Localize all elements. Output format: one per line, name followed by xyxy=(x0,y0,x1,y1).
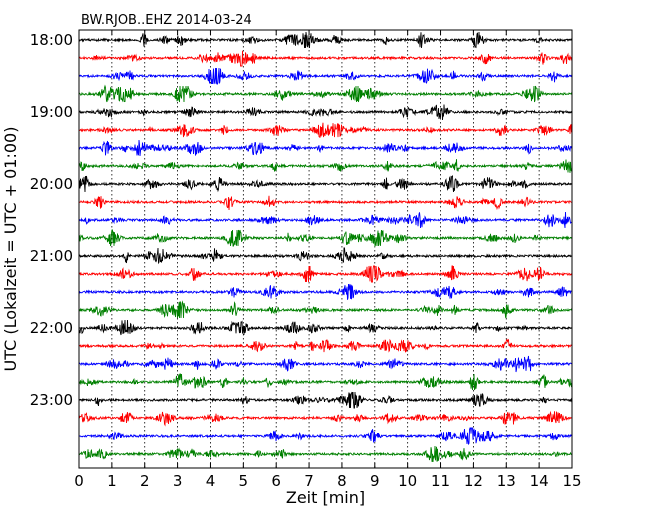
trace-2000 xyxy=(78,175,573,193)
x-tick-label: 5 xyxy=(239,472,249,490)
trace-2230 xyxy=(78,355,573,373)
trace-2245 xyxy=(78,373,573,391)
trace-1945 xyxy=(78,159,573,173)
y-tick-label: 23:00 xyxy=(30,391,73,409)
y-tick-label: 19:00 xyxy=(30,103,73,121)
trace-2300 xyxy=(78,391,573,409)
trace-2345 xyxy=(78,445,573,463)
x-axis-ticks: 0 1 2 3 4 5 6 7 8 9 10 11 12 13 14 15 xyxy=(74,30,582,490)
trace-2115 xyxy=(78,265,573,283)
trace-2330 xyxy=(78,427,573,446)
x-tick-label: 8 xyxy=(337,472,347,490)
trace-1900 xyxy=(78,104,573,121)
plot-background xyxy=(79,30,572,468)
x-tick-label: 11 xyxy=(431,472,450,490)
trace-1800 xyxy=(78,31,573,49)
trace-2030 xyxy=(78,211,573,229)
x-tick-label: 14 xyxy=(530,472,549,490)
x-tick-label: 2 xyxy=(140,472,150,490)
trace-2015 xyxy=(78,195,573,211)
trace-1915 xyxy=(78,122,573,138)
x-tick-label: 7 xyxy=(304,472,314,490)
x-tick-label: 9 xyxy=(370,472,380,490)
x-tick-label: 15 xyxy=(562,472,581,490)
x-tick-label: 1 xyxy=(107,472,117,490)
x-tick-label: 0 xyxy=(74,472,84,490)
y-axis-ticks: 18:00 19:00 20:00 21:00 22:00 23:00 xyxy=(30,31,572,409)
trace-2130 xyxy=(78,283,573,300)
y-tick-label: 20:00 xyxy=(30,175,73,193)
trace-1845 xyxy=(78,84,573,103)
trace-2315 xyxy=(78,410,573,427)
y-tick-label: 21:00 xyxy=(30,247,73,265)
x-tick-label: 12 xyxy=(464,472,483,490)
trace-2145 xyxy=(78,300,573,319)
seismogram-traces xyxy=(78,31,573,463)
trace-2200 xyxy=(78,319,573,336)
x-axis-label: Zeit [min] xyxy=(286,488,365,507)
x-tick-label: 6 xyxy=(271,472,281,490)
vertical-grid xyxy=(111,30,540,468)
trace-1930 xyxy=(78,139,573,157)
chart-title: BW.RJOB..EHZ 2014-03-24 xyxy=(81,13,252,28)
x-tick-label: 10 xyxy=(398,472,417,490)
trace-2100 xyxy=(78,247,573,265)
y-tick-label: 18:00 xyxy=(30,31,73,49)
x-tick-label: 13 xyxy=(497,472,516,490)
plot-frame xyxy=(78,29,573,469)
y-tick-label: 22:00 xyxy=(30,319,73,337)
trace-2045 xyxy=(78,229,573,248)
x-tick-label: 4 xyxy=(206,472,216,490)
trace-1830 xyxy=(78,67,573,85)
x-tick-label: 3 xyxy=(173,472,183,490)
trace-2215 xyxy=(78,338,573,353)
y-axis-label: UTC (Lokalzeit = UTC + 01:00) xyxy=(1,127,20,372)
trace-1815 xyxy=(78,50,573,67)
